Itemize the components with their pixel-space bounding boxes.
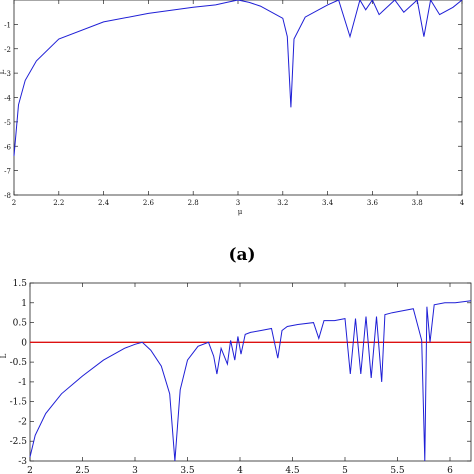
y-tick-label: -3: [18, 457, 27, 467]
y-tick-label: 0: [21, 338, 27, 348]
y-tick-label: -4: [4, 95, 11, 103]
chart-a-series-line: [13, 0, 463, 157]
chart-a-x-axis-label: μ: [238, 208, 243, 216]
x-tick-label: 5.5: [390, 466, 405, 474]
x-tick-label: 3: [132, 466, 138, 474]
x-tick-label: 2: [27, 466, 33, 474]
x-tick-label: 2: [12, 199, 16, 207]
y-tick-label: -6: [4, 143, 11, 151]
x-tick-label: 3: [236, 199, 240, 207]
x-tick-label: 3.5: [180, 466, 195, 474]
y-tick-label: -1.5: [10, 398, 28, 408]
y-tick-label: 1: [21, 299, 27, 309]
y-tick-label: -3: [4, 70, 11, 78]
y-tick-label: -2: [18, 417, 27, 427]
chart-b-plot-frame: [29, 282, 472, 462]
chart-b-y-axis-label: L: [0, 353, 8, 358]
y-tick-label: -0.5: [10, 358, 28, 368]
x-tick-label: 4: [237, 466, 243, 474]
panel-label-a: (a): [228, 245, 255, 265]
x-tick-label: 5: [342, 466, 348, 474]
y-tick-label: -1: [18, 378, 27, 388]
y-tick-label: 0.5: [13, 319, 28, 329]
y-tick-label: 1.5: [13, 279, 28, 289]
x-tick-label: 2.8: [188, 199, 199, 207]
y-tick-label: -5: [4, 119, 11, 127]
chart-b-y-ticks: 1.5 1 0.5 0 -0.5 -1 -1.5 -2 -2.5 -3: [10, 279, 471, 467]
x-tick-label: 6: [447, 466, 453, 474]
chart-a: -1 -2 -3 -4 -5 -6 -7 -8 2 2.2 2.4 2.6 2.8 3 3.2 3.4 3.6…: [0, 0, 465, 265]
x-tick-label: 4.5: [285, 466, 300, 474]
y-tick-label: -7: [4, 168, 11, 176]
x-tick-label: 2.4: [98, 199, 110, 207]
chart-a-plot-frame: [13, 0, 463, 196]
x-tick-label: 3.4: [322, 199, 334, 207]
x-tick-label: 3.6: [367, 199, 379, 207]
y-tick-label: -1: [4, 21, 11, 29]
x-tick-label: 3.2: [277, 199, 288, 207]
y-tick-label: -8: [4, 192, 11, 200]
x-tick-label: 3.8: [412, 199, 423, 207]
y-tick-label: -2.5: [10, 437, 28, 447]
chart-a-y-ticks: -1 -2 -3 -4 -5 -6 -7 -8: [4, 21, 462, 200]
x-tick-label: 4: [460, 199, 465, 207]
chart-b-series-line: [29, 300, 472, 462]
y-tick-label: -2: [4, 46, 11, 54]
chart-b: 1.5 1 0.5 0 -0.5 -1 -1.5 -2 -2.5 -3 2 2.5 3 3.5 4 4.5 5…: [0, 279, 472, 474]
x-tick-label: 2.2: [53, 199, 64, 207]
x-tick-label: 2.5: [75, 466, 90, 474]
chart-a-y-axis-label: L: [0, 69, 6, 74]
chart-b-x-ticks: 2 2.5 3 3.5 4 4.5 5 5.5 6: [27, 283, 453, 474]
x-tick-label: 2.6: [143, 199, 155, 207]
